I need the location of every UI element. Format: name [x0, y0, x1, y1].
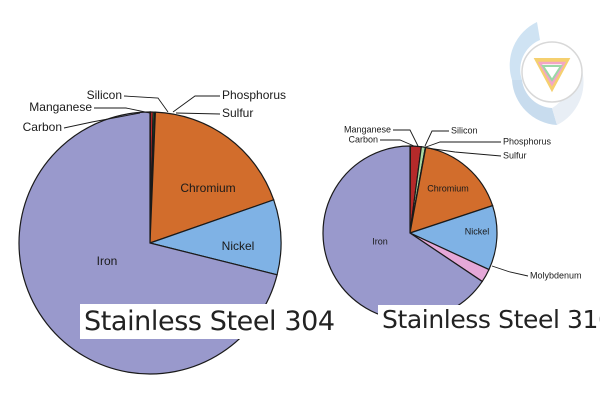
callout-label-carbon: Carbon [23, 120, 62, 134]
leader-line-molybdenum [491, 265, 529, 277]
leader-line-phosphorus [425, 141, 501, 148]
leader-line-manganese [393, 129, 419, 147]
callout-label-manganese: Manganese [29, 100, 92, 114]
callout-label-sulfur: Sulfur [503, 150, 527, 160]
leader-line-silicon [123, 95, 169, 113]
chart-title-316: Stainless Steel 316 [378, 305, 600, 334]
slice-label-nickel: Nickel [222, 239, 255, 253]
slice-label-iron: Iron [372, 236, 388, 246]
leader-line-manganese [94, 107, 151, 114]
slice-nickel [408, 204, 498, 271]
leader-line-silicon [424, 130, 449, 147]
callout-label-carbon: Carbon [348, 134, 378, 144]
callout-label-phosphorus: Phosphorus [222, 88, 286, 102]
callout-label-phosphorus: Phosphorus [503, 136, 552, 146]
leader-line-carbon [380, 139, 415, 147]
slice-label-chromium: Chromium [427, 183, 469, 193]
chart-title-304: Stainless Steel 304 [80, 304, 339, 339]
callout-label-manganese: Manganese [344, 124, 391, 134]
triangle-logo-icon [509, 22, 584, 125]
callout-label-sulfur: Sulfur [222, 106, 253, 120]
slice-label-chromium: Chromium [180, 181, 235, 195]
slice-label-iron: Iron [97, 254, 118, 268]
slice-label-nickel: Nickel [465, 226, 490, 236]
leader-line-phosphorus [172, 95, 220, 113]
callout-label-silicon: Silicon [451, 125, 478, 135]
callout-label-molybdenum: Molybdenum [530, 270, 582, 280]
leader-line-sulfur [175, 112, 221, 115]
callout-label-silicon: Silicon [87, 88, 122, 102]
leader-line-carbon [63, 112, 141, 129]
leader-line-sulfur [426, 147, 502, 157]
